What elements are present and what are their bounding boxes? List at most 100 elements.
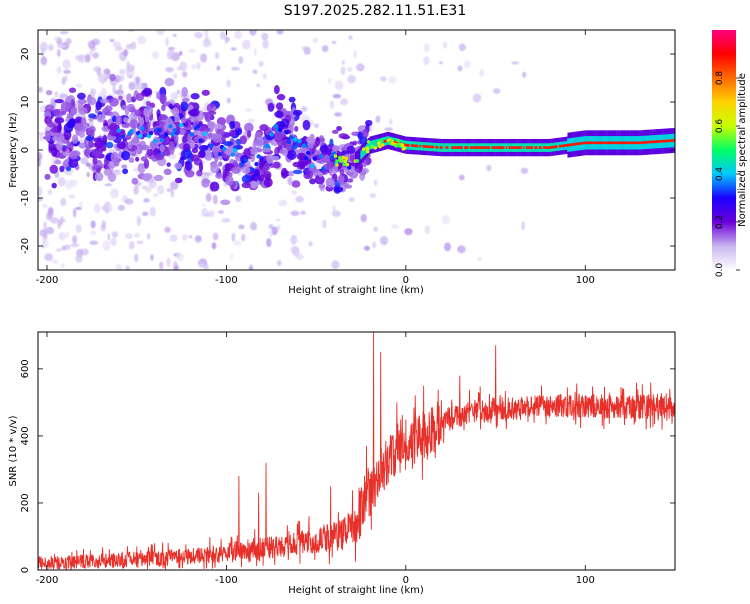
spectrogram-noise-cell: [75, 206, 82, 211]
spectrogram-signal-cell: [280, 167, 288, 179]
spectrogram-signal-cell: [331, 129, 339, 134]
spectrogram-noise-cell: [229, 253, 234, 261]
spectrogram-noise-cell: [331, 210, 341, 217]
spectrogram-transition-cell: [338, 155, 342, 160]
spectrogram-signal-cell: [250, 181, 258, 189]
spectrogram-signal-cell: [110, 151, 120, 163]
spectrogram-signal-cell: [80, 117, 87, 125]
spectrogram-ridge-cell: [148, 130, 154, 136]
spectrogram-noise-cell: [70, 243, 80, 248]
spectrogram-signal-cell: [68, 158, 79, 168]
spectrogram-noise-cell: [194, 31, 203, 39]
spectrogram-noise-cell: [308, 241, 313, 247]
spectrogram-noise-cell: [38, 157, 41, 167]
spectrogram-signal-cell: [365, 119, 373, 127]
spectrogram-signal-cell: [228, 129, 237, 137]
colorbar-tick-label: 0.6: [715, 119, 725, 134]
spectrogram-signal-cell: [158, 114, 168, 121]
spectrogram-band-peak: [626, 141, 628, 145]
spectrogram-signal-cell: [129, 119, 139, 129]
spectrogram-band-peak: [456, 146, 459, 149]
spectrogram-signal-cell: [65, 166, 72, 172]
spectrogram-signal-cell: [362, 128, 369, 139]
spectrogram-noise-cell: [135, 76, 140, 85]
spectrogram-ridge-cell: [284, 130, 289, 135]
spectrogram-noise-cell: [492, 88, 501, 95]
spectrogram-signal-cell: [163, 168, 172, 176]
spectrogram-band-peak: [428, 145, 430, 149]
spectrogram-noise-cell: [57, 220, 62, 230]
spectrogram-noise-cell: [268, 223, 274, 230]
spectrogram-transition-cell: [343, 159, 348, 164]
spectrogram-signal-cell: [45, 89, 53, 96]
spectrogram-signal-cell: [309, 178, 316, 185]
spectrogram-band-peak: [487, 146, 489, 149]
spectrogram-signal-cell: [201, 89, 210, 96]
spectrogram-noise-cell: [38, 86, 43, 93]
spectrogram-band-peak: [459, 146, 462, 149]
spectrogram-band-peak: [385, 139, 387, 143]
spectrogram-band-peak: [573, 143, 575, 146]
spectrogram-signal-cell: [225, 175, 234, 186]
spectrogram-band-peak: [534, 146, 537, 149]
spectrogram-ridge-cell: [146, 133, 152, 139]
spectrogram-band-peak: [446, 146, 449, 149]
spectrogram-band-peak: [620, 141, 623, 145]
spectrogram-noise-cell: [173, 265, 179, 270]
spectrogram-band-peak: [663, 139, 666, 143]
spectrogram-noise-cell: [262, 73, 267, 80]
spectrogram-noise-cell: [61, 76, 66, 86]
spectrogram-noise-cell: [347, 74, 356, 84]
spectrogram-signal-cell: [127, 141, 133, 150]
spectrogram-band-peak: [669, 139, 671, 143]
spectrogram-signal-cell: [190, 154, 200, 162]
spectrogram-noise-cell: [118, 84, 123, 94]
spectrogram-noise-cell: [391, 224, 400, 229]
spectrogram-noise-cell: [332, 93, 342, 99]
spectrogram-noise-cell: [169, 234, 178, 242]
spectrogram-noise-cell: [322, 219, 327, 229]
spectrogram-signal-cell: [48, 141, 55, 152]
spectrogram-ridge-cell: [138, 133, 143, 139]
spectrogram-signal-cell: [209, 181, 220, 192]
spectrogram-noise-cell: [374, 179, 378, 187]
spectrogram-band-peak: [517, 146, 519, 149]
spectrogram-signal-cell: [288, 170, 295, 177]
spectrogram-noise-cell: [137, 35, 147, 45]
spectrogram-transition-cell: [361, 147, 366, 152]
spectrogram-noise-cell: [181, 234, 188, 241]
spectrogram-band-peak: [649, 140, 651, 144]
spectrogram-band-peak: [561, 144, 564, 148]
spectrogram-noise-cell: [203, 30, 209, 36]
colorbar-tick-label: 0.8: [715, 71, 725, 86]
spectrogram-transition-cell: [345, 162, 350, 167]
spectrogram-signal-cell: [68, 87, 77, 93]
spectrogram-noise-cell: [72, 235, 78, 244]
spectrogram-band-peak: [497, 146, 499, 149]
spectrogram-band-peak: [466, 146, 469, 149]
spectrogram-ridge-cell: [168, 124, 173, 129]
spectrogram-noise-cell: [313, 123, 320, 129]
spectrogram-noise-cell: [41, 47, 45, 58]
spectrogram-band-peak: [672, 139, 674, 142]
spectrogram-noise-cell: [457, 245, 466, 254]
spectrogram-band-peak: [393, 140, 396, 144]
spectrogram-band-peak: [629, 141, 631, 145]
spectrogram-band-mid: [524, 143, 526, 152]
spectrogram-signal-cell: [74, 116, 84, 125]
spectrogram-ridge-cell: [209, 143, 214, 148]
spectrogram-signal-cell: [71, 134, 79, 144]
spectrogram-noise-cell: [233, 30, 243, 40]
spectrogram-noise-cell: [159, 261, 164, 270]
spectrogram-noise-cell: [347, 67, 353, 72]
spectrogram-signal-cell: [291, 180, 301, 188]
spectrogram-transition-cell: [335, 163, 339, 167]
colorbar-label: Normalized spectral amplitude: [737, 73, 748, 227]
spectrogram-ridge-cell: [265, 143, 270, 149]
spectrogram-signal-cell: [261, 147, 271, 153]
spectrogram-signal-cell: [339, 168, 345, 176]
spectrogram-band-peak: [494, 146, 496, 149]
spectrogram-signal-cell: [249, 147, 259, 155]
